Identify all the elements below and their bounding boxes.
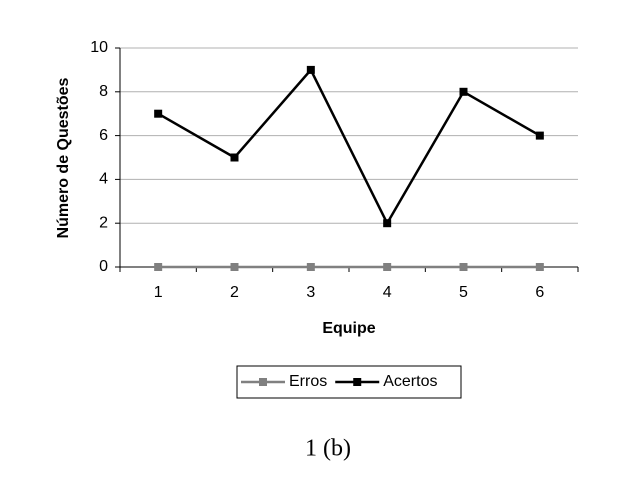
y-axis-label: Número de Questões (55, 77, 72, 238)
series-line (157, 67, 541, 226)
marker (306, 65, 315, 74)
marker (230, 263, 239, 271)
marker (230, 153, 239, 162)
legend-marker (259, 378, 267, 386)
legend-label: Erros (289, 373, 327, 390)
marker (383, 219, 392, 228)
y-tick-label: 4 (99, 171, 108, 188)
marker (154, 109, 163, 118)
marker (535, 263, 544, 271)
x-axis-label: Equipe (322, 320, 375, 337)
y-tick-label: 8 (99, 83, 108, 100)
marker (383, 263, 392, 271)
y-tick-label: 0 (99, 258, 108, 275)
marker (154, 263, 163, 271)
x-tick-label: 6 (535, 284, 544, 301)
x-tick-label: 3 (306, 284, 315, 301)
marker (306, 263, 315, 271)
legend-label: Acertos (383, 373, 437, 390)
x-tick-label: 1 (154, 284, 163, 301)
legend-marker (353, 378, 362, 386)
marker (535, 131, 544, 140)
marker (459, 87, 468, 96)
marker (459, 263, 468, 271)
x-tick-label: 4 (383, 284, 392, 301)
x-tick-label: 2 (230, 284, 239, 301)
caption: 1 (b) (305, 436, 351, 462)
y-tick-label: 10 (90, 39, 108, 56)
y-tick-label: 6 (99, 127, 108, 144)
x-tick-label: 5 (459, 284, 468, 301)
y-tick-label: 2 (99, 214, 108, 231)
